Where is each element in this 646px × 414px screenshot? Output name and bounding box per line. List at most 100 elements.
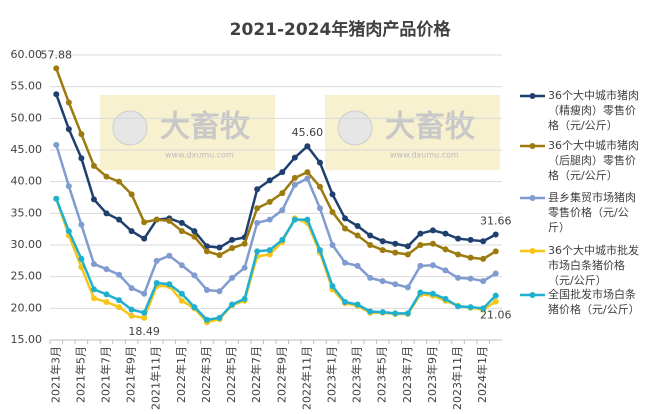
data-point [354,223,361,229]
data-point [279,236,286,243]
data-point [166,217,173,224]
y-tick-label: 30.00 [11,238,43,251]
data-point [404,284,411,291]
data-point [90,162,97,169]
watermark-text: 大畜牧 [160,110,251,145]
data-point [203,316,210,323]
data-point [455,235,462,242]
data-point [191,304,198,311]
data-point [329,191,336,198]
x-tick-label: 2024年1月 [475,346,489,403]
data-point [254,186,261,193]
data-point [379,238,386,245]
data-point [367,308,374,315]
data-point [178,290,185,297]
data-point [417,262,424,269]
data-point [467,254,474,261]
data-point [329,242,336,248]
data-point [191,233,198,240]
data-point [392,249,399,256]
data-point [279,169,286,176]
data-point [379,309,386,316]
data-point [342,259,349,266]
x-tick-label: 2022年7月 [249,346,263,403]
data-point [266,216,273,223]
data-point [103,299,110,305]
data-point [178,228,185,235]
data-point [429,290,436,297]
data-point [480,305,487,312]
legend-marker [529,93,536,99]
legend-marker [529,195,536,201]
data-point [429,262,436,269]
data-point [342,299,349,305]
data-point [229,274,236,281]
data-point [116,297,123,304]
x-tick-label: 2022年9月 [274,346,288,403]
data-point [492,231,499,238]
data-point [354,262,361,269]
data-point [417,289,424,296]
data-point [229,236,236,243]
data-point [78,131,85,138]
data-point [216,252,223,259]
data-point [442,230,449,237]
x-tick-label: 2021年3月 [48,346,62,403]
y-tick-label: 55.00 [11,80,43,93]
watermark-logo [112,110,148,146]
data-point [203,248,210,255]
y-tick-label: 60.00 [11,48,43,61]
data-point [266,198,273,205]
x-tick-label: 2022年11月 [299,346,313,410]
data-point [266,251,273,258]
data-point [429,240,436,247]
watermark-url: www.dxumu.com [390,151,459,160]
data-point [467,304,474,311]
data-point [417,242,424,248]
x-tick-label: 2021年5月 [73,346,87,403]
data-point [254,248,261,255]
data-point [53,195,60,202]
data-point [191,228,198,235]
data-point [467,236,474,243]
data-point [266,247,273,254]
data-point [404,310,411,317]
data-point [178,262,185,269]
data-point [141,219,148,226]
x-tick-label: 2023年7月 [400,346,414,403]
data-point [116,304,123,311]
data-point [128,191,135,198]
data-point [455,303,462,310]
data-point [392,281,399,288]
data-point [316,205,323,212]
data-point [492,298,499,305]
data-point [116,216,123,223]
x-tick-label: 2022年3月 [199,346,213,403]
data-point [367,242,374,248]
data-point [342,215,349,222]
data-point [128,285,135,292]
y-tick-label: 35.00 [11,206,43,219]
legend-marker [529,143,536,149]
data-point [404,251,411,258]
watermark: 大畜牧 www.dxumu.com 大畜牧 www.dxumu.com [100,95,500,170]
data-point [141,314,148,321]
data-point [404,243,411,250]
chart-title: 2021-2024年猪肉产品价格 [230,19,452,40]
legend-label: 36个大中城市猪肉（后腿肉）零售价格（元/公斤） [548,139,639,182]
data-point [141,309,148,316]
data-point [178,297,185,304]
data-point [141,235,148,242]
data-point [304,143,311,150]
data-point [65,99,72,106]
data-point [442,267,449,274]
data-point [65,183,72,190]
data-point [53,65,60,72]
data-point [291,181,298,188]
data-point [229,301,236,308]
data-point [379,278,386,285]
legend-marker [529,248,536,254]
data-point [90,286,97,293]
data-point [241,240,248,247]
data-point [254,205,261,212]
